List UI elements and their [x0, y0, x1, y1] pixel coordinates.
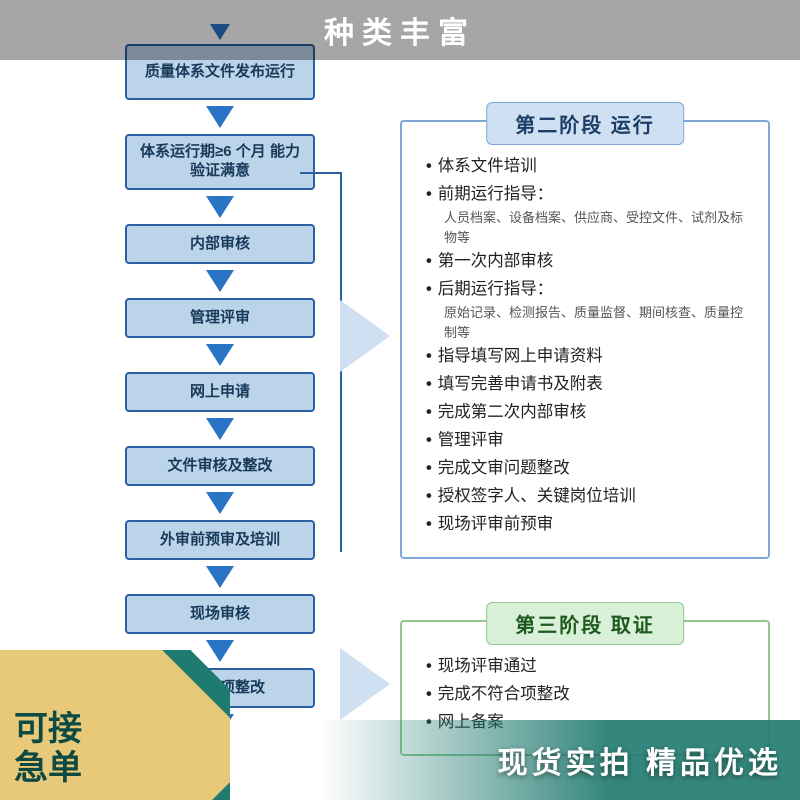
connector-line [300, 172, 340, 174]
phase2-list: 体系文件培训 前期运行指导： 人员档案、设备档案、供应商、受控文件、试剂及标物等… [426, 152, 744, 539]
flow-node: 体系运行期≥6 个月 能力验证满意 [125, 134, 315, 190]
label-bottom-right: 现货实拍 精品优选 [498, 738, 782, 782]
list-item: 现场评审通过 [426, 652, 744, 680]
phase2-title: 第二阶段 运行 [486, 102, 684, 145]
list-item: 第一次内部审核 [426, 247, 744, 275]
badge-text: 可接 急单 [14, 710, 82, 788]
badge-line2: 急单 [14, 749, 82, 787]
canvas: 质量体系文件发布运行 体系运行期≥6 个月 能力验证满意 内部审核 管理评审 网… [0, 0, 800, 800]
list-item-sub: 原始记录、检测报告、质量监督、期间核查、质量控制等 [444, 303, 744, 342]
list-item: 完成第二次内部审核 [426, 398, 744, 426]
list-item: 后期运行指导： [426, 275, 744, 303]
flow-column: 质量体系文件发布运行 体系运行期≥6 个月 能力验证满意 内部审核 管理评审 网… [110, 20, 330, 742]
list-item: 体系文件培训 [426, 152, 744, 180]
phase2-panel: 第二阶段 运行 体系文件培训 前期运行指导： 人员档案、设备档案、供应商、受控文… [400, 120, 770, 559]
flow-node: 文件审核及整改 [125, 446, 315, 486]
list-item: 前期运行指导： [426, 180, 744, 208]
flow-node: 管理评审 [125, 298, 315, 338]
badge-bottom-left: 可接 急单 [0, 650, 230, 800]
watermark-top: 种类丰富 [0, 0, 800, 60]
flow-node: 网上申请 [125, 372, 315, 412]
flow-node: 内部审核 [125, 224, 315, 264]
phase3-title: 第三阶段 取证 [486, 602, 684, 645]
arrow-down-icon [206, 344, 234, 366]
list-item: 完成不符合项整改 [426, 680, 744, 708]
badge-line1: 可接 [14, 710, 82, 748]
arrow-down-icon [206, 106, 234, 128]
arrow-down-icon [206, 566, 234, 588]
list-item-sub: 人员档案、设备档案、供应商、受控文件、试剂及标物等 [444, 208, 744, 247]
list-item: 授权签字人、关键岗位培训 [426, 482, 744, 510]
list-item: 现场评审前预审 [426, 510, 744, 538]
list-item: 管理评审 [426, 426, 744, 454]
list-item: 完成文审问题整改 [426, 454, 744, 482]
big-arrow-right-icon [340, 300, 390, 372]
arrow-down-icon [206, 492, 234, 514]
big-arrow-right-icon [340, 648, 390, 720]
list-item: 指导填写网上申请资料 [426, 342, 744, 370]
arrow-down-icon [206, 270, 234, 292]
arrow-down-icon [206, 418, 234, 440]
flow-node: 外审前预审及培训 [125, 520, 315, 560]
arrow-down-icon [206, 196, 234, 218]
flow-node: 现场审核 [125, 594, 315, 634]
list-item: 填写完善申请书及附表 [426, 370, 744, 398]
